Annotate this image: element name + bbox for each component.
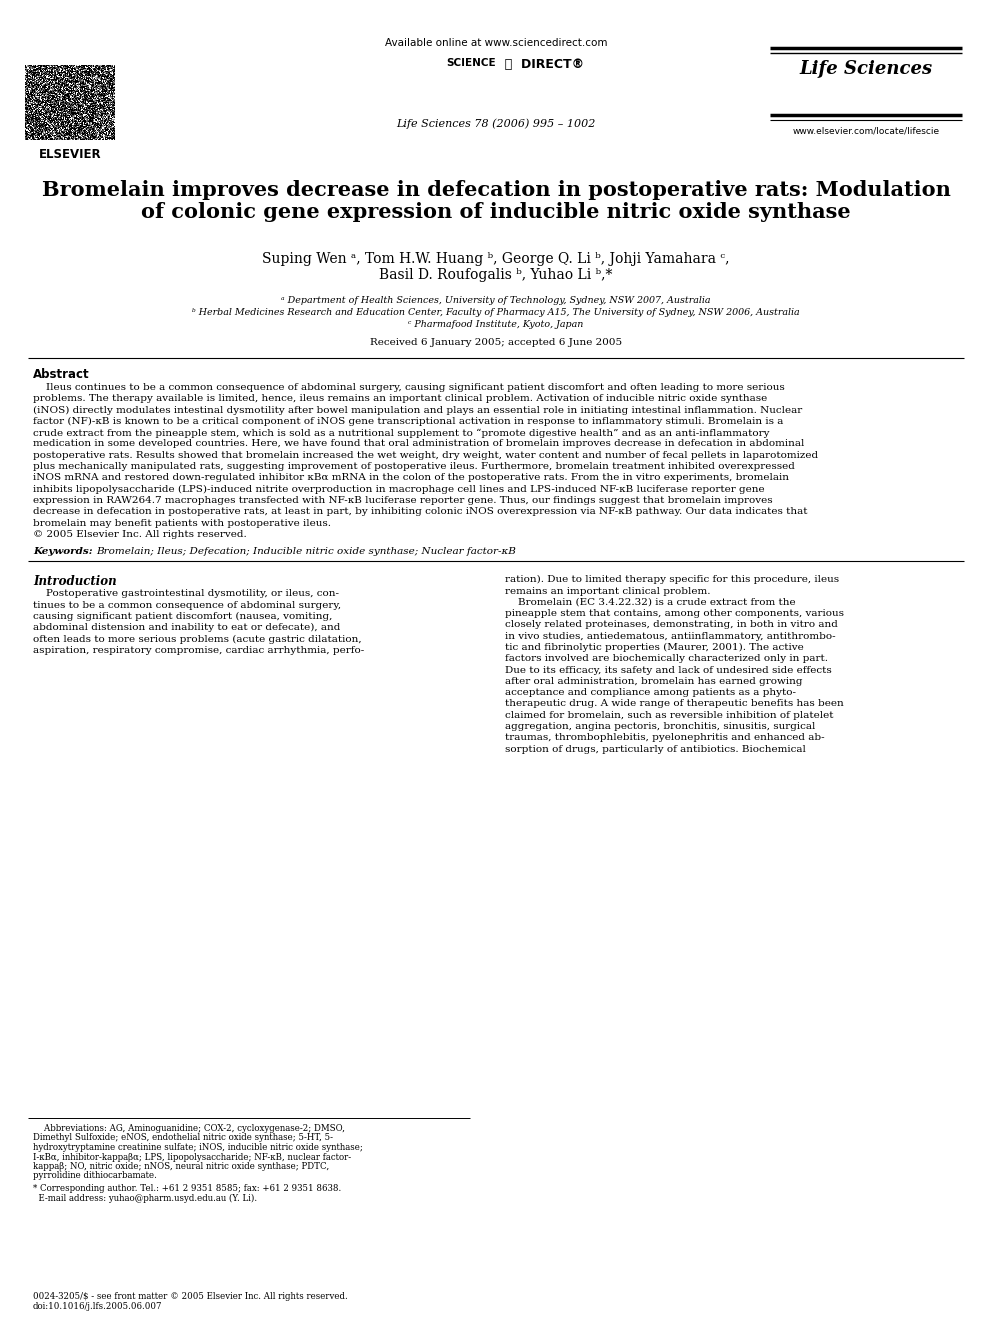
- Text: decrease in defecation in postoperative rats, at least in part, by inhibiting co: decrease in defecation in postoperative …: [33, 507, 807, 516]
- Text: Bromelain improves decrease in defecation in postoperative rats: Modulation: Bromelain improves decrease in defecatio…: [42, 180, 950, 200]
- Text: abdominal distension and inability to eat or defecate), and: abdominal distension and inability to ea…: [33, 623, 340, 632]
- Text: © 2005 Elsevier Inc. All rights reserved.: © 2005 Elsevier Inc. All rights reserved…: [33, 531, 247, 538]
- Text: Received 6 January 2005; accepted 6 June 2005: Received 6 January 2005; accepted 6 June…: [370, 337, 622, 347]
- Text: aspiration, respiratory compromise, cardiac arrhythmia, perfo-: aspiration, respiratory compromise, card…: [33, 646, 364, 655]
- Text: Bromelain (EC 3.4.22.32) is a crude extract from the: Bromelain (EC 3.4.22.32) is a crude extr…: [505, 598, 796, 607]
- Text: hydroxytryptamine creatinine sulfate; iNOS, inducible nitric oxide synthase;: hydroxytryptamine creatinine sulfate; iN…: [33, 1143, 363, 1152]
- Text: Bromelain; Ileus; Defecation; Inducible nitric oxide synthase; Nuclear factor-κB: Bromelain; Ileus; Defecation; Inducible …: [96, 548, 516, 556]
- Text: often leads to more serious problems (acute gastric dilatation,: often leads to more serious problems (ac…: [33, 635, 362, 643]
- Text: tic and fibrinolytic properties (Maurer, 2001). The active: tic and fibrinolytic properties (Maurer,…: [505, 643, 804, 652]
- Text: kappaβ; NO, nitric oxide; nNOS, neural nitric oxide synthase; PDTC,: kappaβ; NO, nitric oxide; nNOS, neural n…: [33, 1162, 329, 1171]
- Text: crude extract from the pineapple stem, which is sold as a nutritional supplement: crude extract from the pineapple stem, w…: [33, 429, 770, 438]
- Text: Keywords:: Keywords:: [33, 548, 92, 556]
- Text: therapeutic drug. A wide range of therapeutic benefits has been: therapeutic drug. A wide range of therap…: [505, 700, 844, 709]
- Text: pyrrolidine dithiocarbamate.: pyrrolidine dithiocarbamate.: [33, 1171, 157, 1180]
- Text: inhibits lipopolysaccharide (LPS)-induced nitrite overproduction in macrophage c: inhibits lipopolysaccharide (LPS)-induce…: [33, 484, 765, 493]
- Text: Suping Wen ᵃ, Tom H.W. Huang ᵇ, George Q. Li ᵇ, Johji Yamahara ᶜ,: Suping Wen ᵃ, Tom H.W. Huang ᵇ, George Q…: [262, 251, 730, 266]
- Text: Postoperative gastrointestinal dysmotility, or ileus, con-: Postoperative gastrointestinal dysmotili…: [33, 589, 339, 598]
- Text: of colonic gene expression of inducible nitric oxide synthase: of colonic gene expression of inducible …: [141, 202, 851, 222]
- Text: in vivo studies, antiedematous, antiinflammatory, antithrombo-: in vivo studies, antiedematous, antiinfl…: [505, 631, 835, 640]
- Text: Abstract: Abstract: [33, 368, 89, 381]
- Text: traumas, thrombophlebitis, pyelonephritis and enhanced ab-: traumas, thrombophlebitis, pyelonephriti…: [505, 733, 824, 742]
- Text: remains an important clinical problem.: remains an important clinical problem.: [505, 586, 710, 595]
- Text: Life Sciences 78 (2006) 995 – 1002: Life Sciences 78 (2006) 995 – 1002: [397, 118, 595, 128]
- Text: ration). Due to limited therapy specific for this procedure, ileus: ration). Due to limited therapy specific…: [505, 576, 839, 585]
- Text: Available online at www.sciencedirect.com: Available online at www.sciencedirect.co…: [385, 38, 607, 48]
- Text: aggregation, angina pectoris, bronchitis, sinusitis, surgical: aggregation, angina pectoris, bronchitis…: [505, 722, 815, 732]
- Text: E-mail address: yuhao@pharm.usyd.edu.au (Y. Li).: E-mail address: yuhao@pharm.usyd.edu.au …: [33, 1193, 257, 1203]
- Text: ᵃ Department of Health Sciences, University of Technology, Sydney, NSW 2007, Aus: ᵃ Department of Health Sciences, Univers…: [282, 296, 710, 306]
- Text: (iNOS) directly modulates intestinal dysmotility after bowel manipulation and pl: (iNOS) directly modulates intestinal dys…: [33, 406, 803, 414]
- Text: postoperative rats. Results showed that bromelain increased the wet weight, dry : postoperative rats. Results showed that …: [33, 451, 818, 460]
- Text: I-κBα, inhibitor-kappaβα; LPS, lipopolysaccharide; NF-κB, nuclear factor-: I-κBα, inhibitor-kappaβα; LPS, lipopolys…: [33, 1152, 351, 1162]
- Text: Basil D. Roufogalis ᵇ, Yuhao Li ᵇ,*: Basil D. Roufogalis ᵇ, Yuhao Li ᵇ,*: [379, 269, 613, 282]
- Text: bromelain may benefit patients with postoperative ileus.: bromelain may benefit patients with post…: [33, 519, 331, 528]
- Text: ᶜ Pharmafood Institute, Kyoto, Japan: ᶜ Pharmafood Institute, Kyoto, Japan: [409, 320, 583, 329]
- Text: Ileus continues to be a common consequence of abdominal surgery, causing signifi: Ileus continues to be a common consequen…: [33, 382, 785, 392]
- Text: plus mechanically manipulated rats, suggesting improvement of postoperative ileu: plus mechanically manipulated rats, sugg…: [33, 462, 795, 471]
- Text: 0024-3205/$ - see front matter © 2005 Elsevier Inc. All rights reserved.: 0024-3205/$ - see front matter © 2005 El…: [33, 1293, 348, 1301]
- Text: causing significant patient discomfort (nausea, vomiting,: causing significant patient discomfort (…: [33, 611, 332, 620]
- Text: medication in some developed countries. Here, we have found that oral administra: medication in some developed countries. …: [33, 439, 805, 448]
- Text: Abbreviations: AG, Aminoguanidine; COX-2, cycloxygenase-2; DMSO,: Abbreviations: AG, Aminoguanidine; COX-2…: [33, 1125, 345, 1132]
- Text: closely related proteinases, demonstrating, in both in vitro and: closely related proteinases, demonstrati…: [505, 620, 838, 630]
- Text: Dimethyl Sulfoxide; eNOS, endothelial nitric oxide synthase; 5-HT, 5-: Dimethyl Sulfoxide; eNOS, endothelial ni…: [33, 1134, 333, 1143]
- Text: iNOS mRNA and restored down-regulated inhibitor κBα mRNA in the colon of the pos: iNOS mRNA and restored down-regulated in…: [33, 474, 789, 483]
- Text: Life Sciences: Life Sciences: [800, 60, 932, 78]
- Text: expression in RAW264.7 macrophages transfected with NF-κB luciferase reporter ge: expression in RAW264.7 macrophages trans…: [33, 496, 773, 505]
- Text: ⓓ  DIRECT®: ⓓ DIRECT®: [496, 58, 584, 71]
- Text: www.elsevier.com/locate/lifescie: www.elsevier.com/locate/lifescie: [793, 126, 939, 135]
- Text: SCIENCE: SCIENCE: [446, 58, 496, 67]
- Text: claimed for bromelain, such as reversible inhibition of platelet: claimed for bromelain, such as reversibl…: [505, 710, 833, 720]
- Text: ᵇ Herbal Medicines Research and Education Center, Faculty of Pharmacy A15, The U: ᵇ Herbal Medicines Research and Educatio…: [192, 308, 800, 318]
- Text: factor (NF)-κB is known to be a critical component of iNOS gene transcriptional : factor (NF)-κB is known to be a critical…: [33, 417, 784, 426]
- Text: factors involved are biochemically characterized only in part.: factors involved are biochemically chara…: [505, 655, 828, 663]
- Text: ELSEVIER: ELSEVIER: [39, 148, 101, 161]
- Text: problems. The therapy available is limited, hence, ileus remains an important cl: problems. The therapy available is limit…: [33, 394, 767, 404]
- Text: Introduction: Introduction: [33, 576, 117, 589]
- Text: tinues to be a common consequence of abdominal surgery,: tinues to be a common consequence of abd…: [33, 601, 341, 610]
- Text: * Corresponding author. Tel.: +61 2 9351 8585; fax: +61 2 9351 8638.: * Corresponding author. Tel.: +61 2 9351…: [33, 1184, 341, 1193]
- Text: acceptance and compliance among patients as a phyto-: acceptance and compliance among patients…: [505, 688, 796, 697]
- Text: doi:10.1016/j.lfs.2005.06.007: doi:10.1016/j.lfs.2005.06.007: [33, 1302, 163, 1311]
- Text: after oral administration, bromelain has earned growing: after oral administration, bromelain has…: [505, 677, 803, 685]
- Text: Due to its efficacy, its safety and lack of undesired side effects: Due to its efficacy, its safety and lack…: [505, 665, 831, 675]
- Text: pineapple stem that contains, among other components, various: pineapple stem that contains, among othe…: [505, 609, 844, 618]
- Text: sorption of drugs, particularly of antibiotics. Biochemical: sorption of drugs, particularly of antib…: [505, 745, 806, 754]
